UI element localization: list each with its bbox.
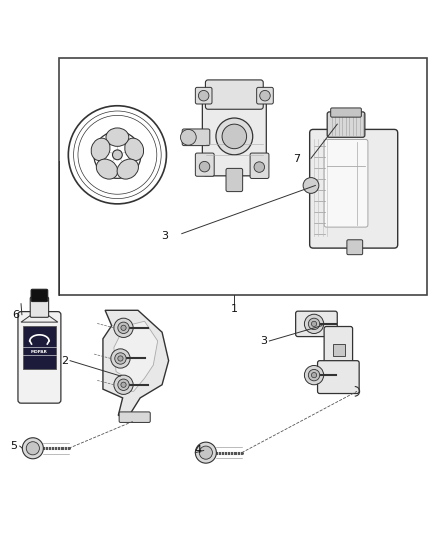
Bar — [23, 326, 56, 369]
Text: 3: 3 — [162, 231, 169, 241]
Circle shape — [304, 366, 324, 385]
Circle shape — [199, 161, 210, 172]
FancyBboxPatch shape — [324, 140, 368, 227]
FancyBboxPatch shape — [30, 297, 49, 317]
FancyBboxPatch shape — [347, 240, 363, 255]
Circle shape — [199, 446, 212, 459]
FancyBboxPatch shape — [257, 87, 273, 104]
FancyBboxPatch shape — [195, 153, 214, 176]
FancyBboxPatch shape — [327, 112, 365, 138]
Circle shape — [198, 91, 209, 101]
FancyBboxPatch shape — [202, 96, 266, 176]
FancyBboxPatch shape — [18, 312, 61, 403]
Circle shape — [114, 375, 133, 394]
FancyBboxPatch shape — [250, 153, 269, 179]
Circle shape — [26, 442, 39, 455]
Circle shape — [180, 130, 196, 145]
Bar — [333, 344, 345, 356]
Circle shape — [121, 325, 126, 330]
Circle shape — [254, 162, 265, 172]
Text: 4: 4 — [194, 446, 201, 456]
Text: 7: 7 — [293, 154, 300, 164]
Circle shape — [308, 318, 320, 329]
Text: 2: 2 — [61, 356, 68, 366]
Circle shape — [118, 379, 129, 391]
Text: 5: 5 — [11, 441, 18, 451]
Circle shape — [113, 150, 122, 160]
Polygon shape — [114, 321, 158, 391]
Circle shape — [222, 124, 247, 149]
Ellipse shape — [91, 138, 110, 160]
FancyBboxPatch shape — [205, 80, 263, 109]
FancyBboxPatch shape — [31, 289, 48, 302]
FancyBboxPatch shape — [195, 87, 212, 104]
Circle shape — [195, 442, 216, 463]
Text: MOPAR: MOPAR — [31, 350, 48, 354]
Circle shape — [303, 177, 319, 193]
Circle shape — [111, 349, 130, 368]
FancyBboxPatch shape — [331, 108, 361, 117]
FancyBboxPatch shape — [310, 130, 398, 248]
Circle shape — [260, 91, 270, 101]
Text: 3: 3 — [260, 336, 267, 346]
Text: 1: 1 — [231, 304, 238, 314]
FancyBboxPatch shape — [119, 412, 150, 423]
FancyBboxPatch shape — [296, 311, 337, 336]
Circle shape — [115, 353, 126, 364]
FancyBboxPatch shape — [182, 129, 210, 146]
FancyBboxPatch shape — [318, 361, 359, 393]
Circle shape — [118, 356, 123, 361]
Ellipse shape — [106, 128, 129, 147]
Circle shape — [94, 131, 141, 179]
Text: 6: 6 — [13, 310, 20, 320]
Circle shape — [311, 321, 317, 327]
Circle shape — [118, 322, 129, 334]
Polygon shape — [103, 310, 169, 415]
Polygon shape — [21, 314, 58, 322]
Circle shape — [304, 314, 324, 334]
Circle shape — [114, 318, 133, 337]
Bar — [59, 59, 427, 295]
FancyBboxPatch shape — [226, 168, 243, 191]
Circle shape — [216, 118, 253, 155]
Circle shape — [308, 369, 320, 381]
Ellipse shape — [96, 159, 118, 179]
Circle shape — [121, 382, 126, 387]
Circle shape — [311, 373, 317, 378]
FancyBboxPatch shape — [324, 327, 353, 369]
Ellipse shape — [125, 138, 144, 160]
Ellipse shape — [117, 159, 138, 179]
Circle shape — [22, 438, 43, 459]
